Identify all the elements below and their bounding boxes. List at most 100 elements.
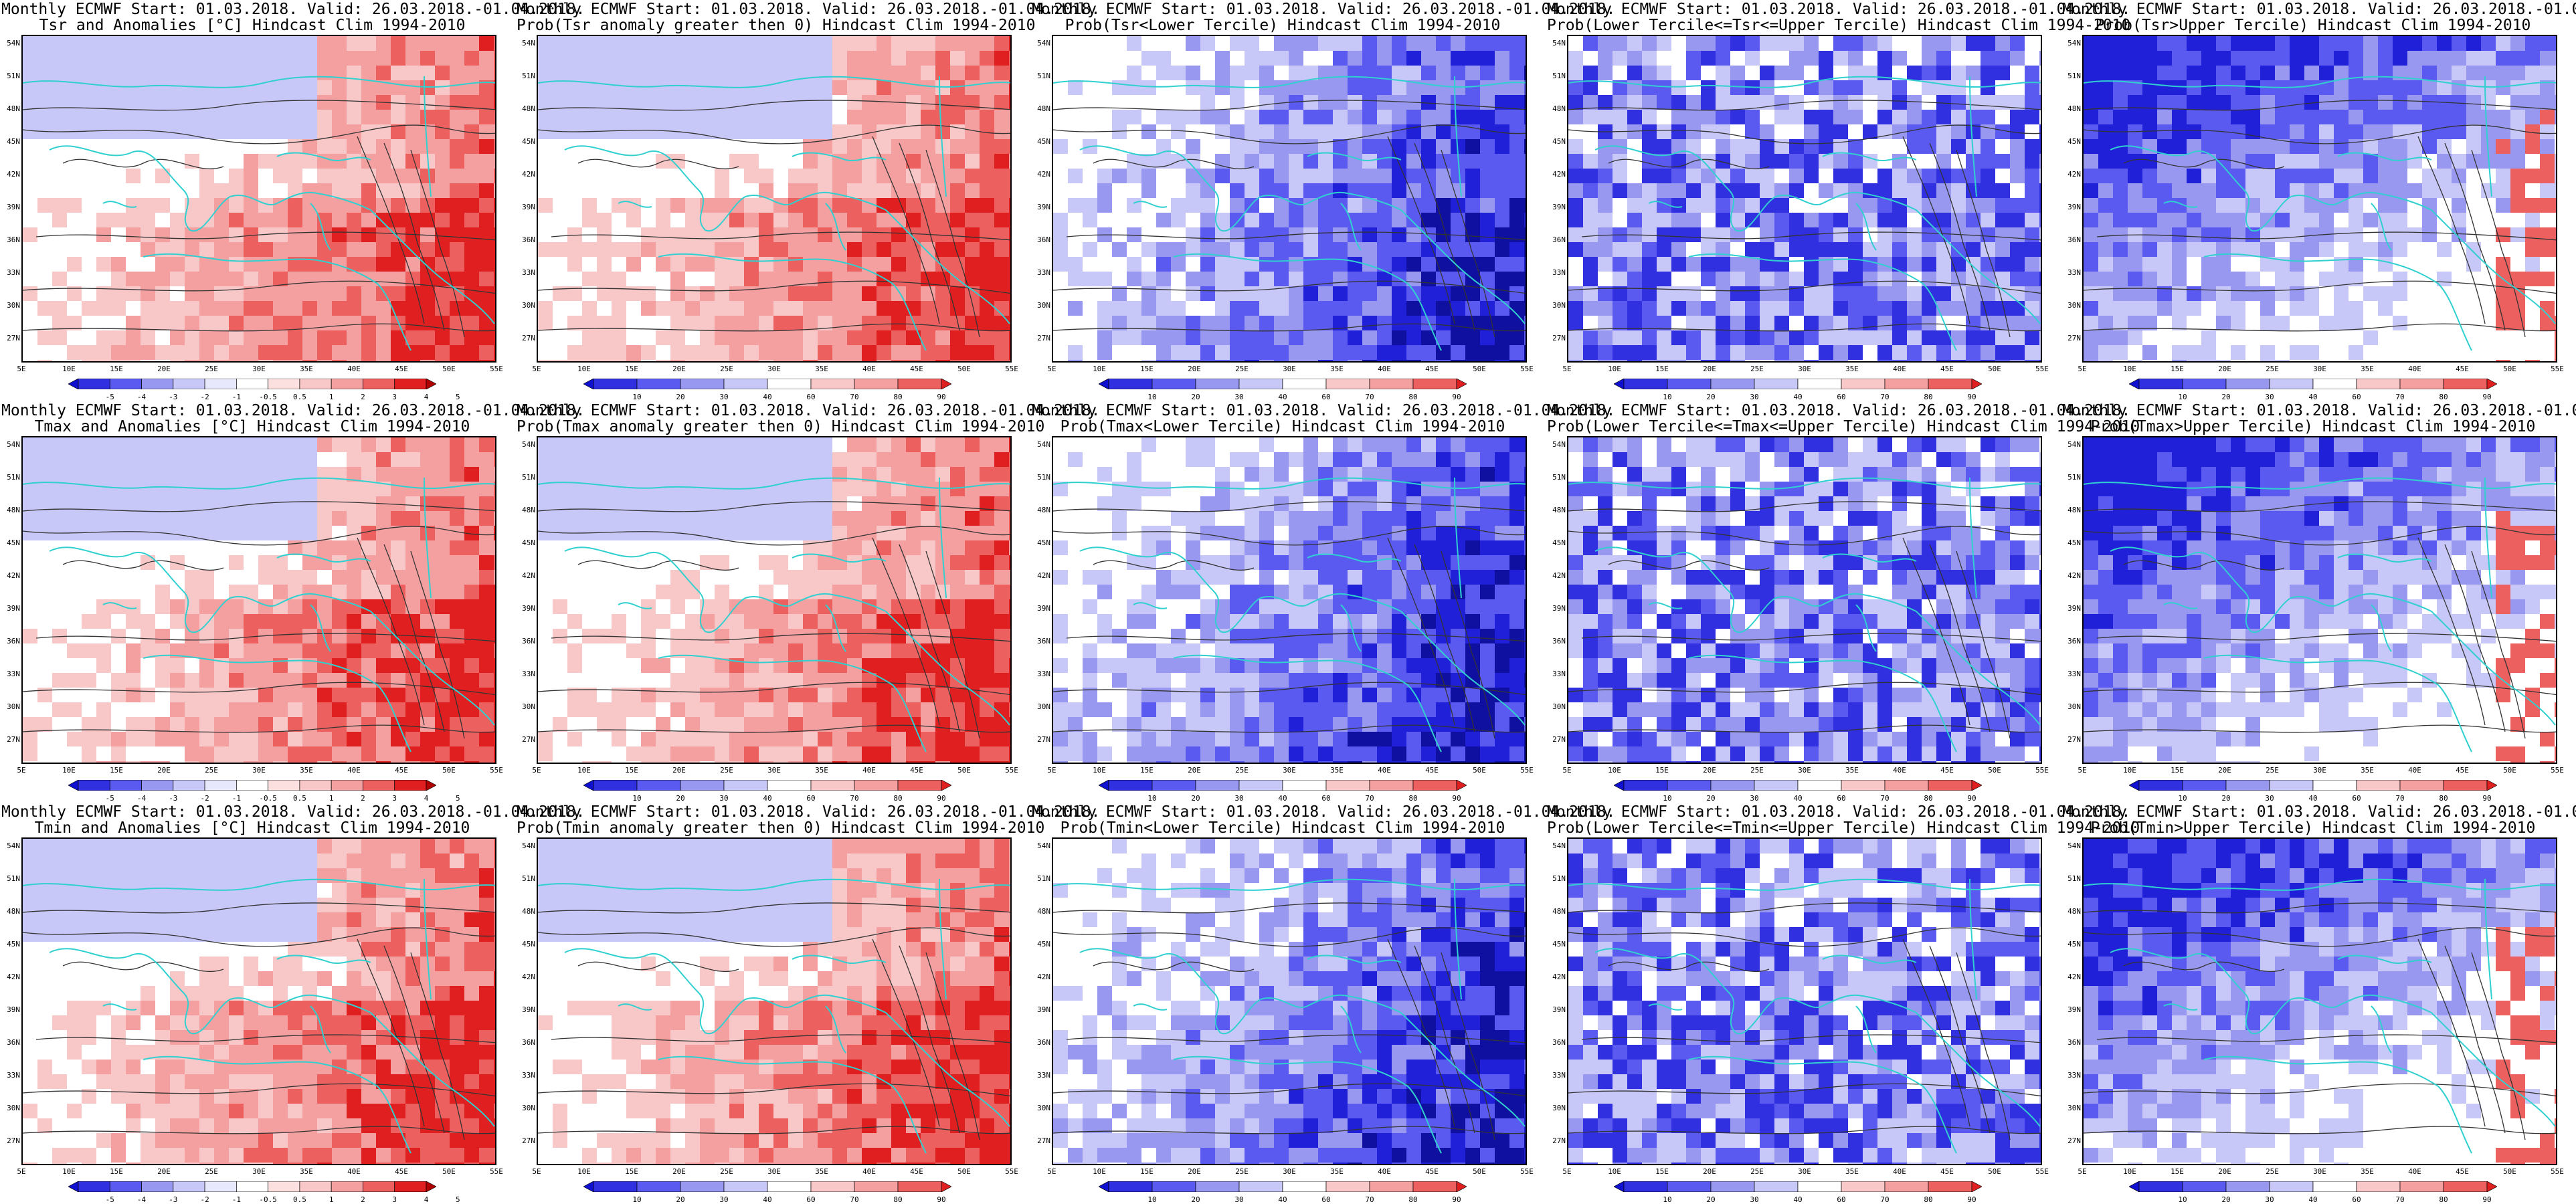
coastline xyxy=(1133,1003,1168,1011)
colorbar-segment xyxy=(2312,1181,2357,1192)
colorbar-segment xyxy=(680,379,725,389)
lat-tick-label: 42N xyxy=(522,973,535,981)
map-area xyxy=(1052,837,1527,1165)
coastline xyxy=(792,152,887,161)
lat-tick-label: 27N xyxy=(1037,735,1050,744)
colorbar-label: 4 xyxy=(424,393,429,401)
lon-tick-label: 30E xyxy=(767,365,781,373)
contour-line xyxy=(2084,526,2556,546)
contour-line xyxy=(2084,124,2556,144)
lat-tick-label: 51N xyxy=(1037,72,1050,80)
contour-line xyxy=(2084,323,2556,332)
colorbar-segment xyxy=(1238,780,1283,791)
colorbar-segment xyxy=(1412,1181,1457,1192)
coastline xyxy=(1400,611,1526,726)
contour-line xyxy=(1581,633,2041,642)
lat-tick-label: 45N xyxy=(1552,940,1566,948)
map-area xyxy=(21,35,496,363)
lon-tick-label: 20E xyxy=(2218,1167,2231,1176)
coastline xyxy=(1079,145,1261,232)
lat-tick-label: 45N xyxy=(2067,940,2081,948)
coastline xyxy=(1340,203,1362,251)
colorbar-label: 20 xyxy=(1191,393,1200,401)
coastline xyxy=(1307,955,1402,964)
contour-line xyxy=(577,961,739,973)
lon-tick-label: 5E xyxy=(1047,766,1056,775)
coastline xyxy=(2084,878,2556,891)
lon-tick-label: 30E xyxy=(1283,766,1296,775)
contour-line xyxy=(1053,280,1526,294)
lat-tick-label: 48N xyxy=(7,104,20,113)
colorbar-segment xyxy=(363,379,395,389)
coastline xyxy=(1775,191,1917,211)
lat-tick-label: 51N xyxy=(7,473,20,482)
coastline xyxy=(2431,209,2556,324)
contour-line xyxy=(538,526,1010,546)
coastline xyxy=(310,1005,331,1054)
colorbar-segment xyxy=(2269,379,2314,389)
lon-tick-label: 50E xyxy=(1473,1167,1486,1176)
contour-line xyxy=(62,961,224,973)
contour-line xyxy=(1568,902,2041,914)
panel-subtitle: Prob(Lower Tercile<=Tmax<=Upper Tercile)… xyxy=(1547,418,2140,435)
coastline xyxy=(424,878,432,1000)
contour-line xyxy=(410,952,465,1140)
contour-line xyxy=(1414,945,1475,1134)
lon-tick-label: 5E xyxy=(532,365,541,373)
colorbar-label: 10 xyxy=(2178,1195,2187,1204)
lon-tick-label: 40E xyxy=(2408,365,2421,373)
coastline xyxy=(2203,654,2472,752)
coastline xyxy=(23,477,495,490)
colorbar-segment xyxy=(1412,379,1457,389)
colorbar-segment xyxy=(1369,780,1414,791)
lon-tick-label: 15E xyxy=(1655,1167,1669,1176)
lat-tick-label: 30N xyxy=(1037,702,1050,711)
contour-line xyxy=(2084,902,2556,914)
lat-tick-label: 54N xyxy=(522,841,535,850)
lon-tick-label: 15E xyxy=(110,766,123,775)
contour-line xyxy=(925,952,980,1140)
lon-tick-label: 35E xyxy=(815,766,828,775)
contour-line xyxy=(1568,124,2041,144)
contour-line xyxy=(2084,501,2556,512)
contour-line xyxy=(1414,142,1475,331)
colorbar-segment xyxy=(109,379,142,389)
lat-tick-label: 54N xyxy=(1037,440,1050,449)
lon-tick-label: 20E xyxy=(157,766,171,775)
colorbar-label: 90 xyxy=(937,794,946,803)
colorbar-label: 70 xyxy=(2395,1195,2405,1204)
lat-tick-label: 27N xyxy=(522,735,535,744)
colorbar-label: -2 xyxy=(200,794,209,803)
colorbar-label: 70 xyxy=(2395,393,2405,401)
lon-tick-label: 15E xyxy=(1140,365,1154,373)
lat-tick-label: 33N xyxy=(522,268,535,277)
contour-line xyxy=(551,633,1010,642)
colorbar-label: 90 xyxy=(1967,393,1976,401)
map-area xyxy=(1567,35,2042,363)
coastline xyxy=(1594,948,1776,1035)
lon-tick-label: 25E xyxy=(720,1167,733,1176)
colorbar-label: 80 xyxy=(1924,1195,1933,1204)
coastline xyxy=(276,553,371,563)
colorbar-segment xyxy=(2129,1181,2140,1192)
coastline xyxy=(1340,604,1362,652)
colorbar-segment xyxy=(1456,1181,1467,1192)
lat-tick-label: 51N xyxy=(2067,72,2081,80)
colorbar-label: 90 xyxy=(937,1195,946,1204)
colorbar-segment xyxy=(426,780,436,791)
lon-tick-label: 45E xyxy=(395,1167,408,1176)
contour-line xyxy=(35,1034,495,1043)
coastline xyxy=(2484,76,2492,197)
lat-tick-label: 39N xyxy=(2067,604,2081,613)
lon-tick-label: 35E xyxy=(1845,365,1859,373)
contour-line xyxy=(383,142,445,331)
contour-line xyxy=(538,280,1010,294)
coastline xyxy=(1916,611,2041,726)
lon-tick-label: 35E xyxy=(2361,766,2374,775)
coastline xyxy=(564,546,746,633)
colorbar-label: 20 xyxy=(676,393,685,401)
colorbar-label: 80 xyxy=(1924,794,1933,803)
contour-line xyxy=(2084,724,2556,733)
lon-tick-label: 15E xyxy=(2171,766,2184,775)
lat-tick-label: 30N xyxy=(522,1104,535,1112)
